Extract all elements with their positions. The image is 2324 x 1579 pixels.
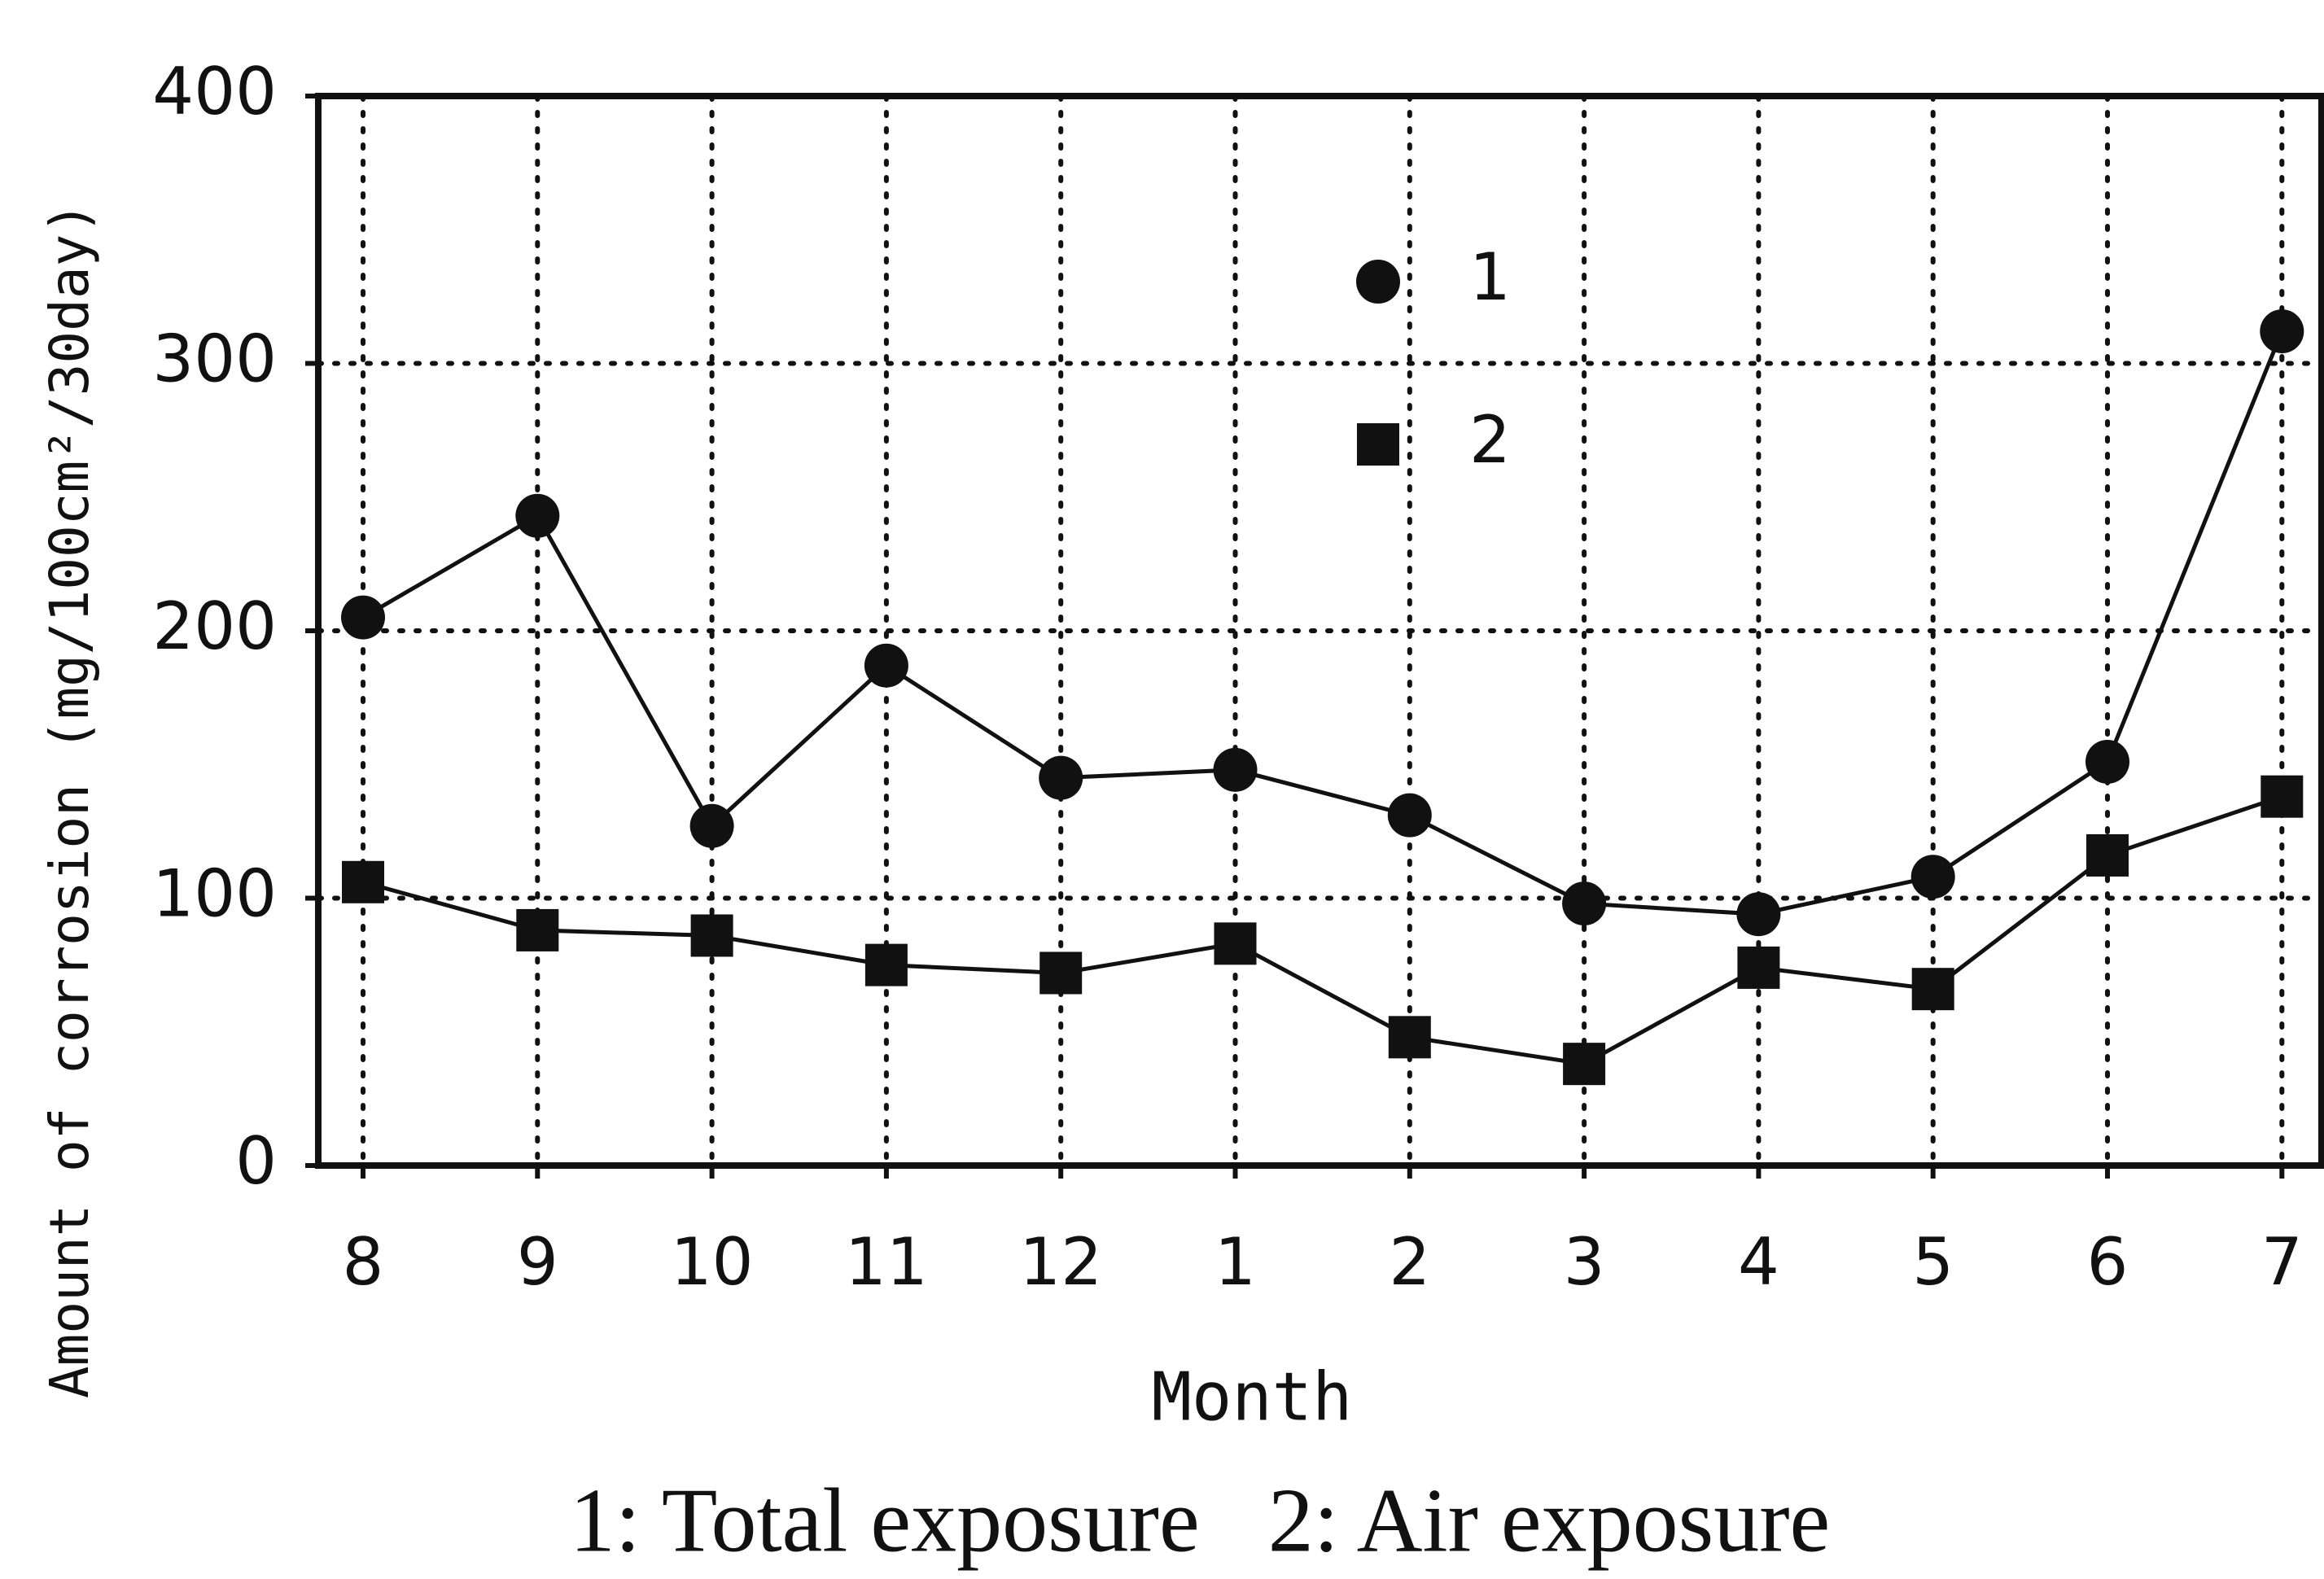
y-tick-label: 100 bbox=[152, 855, 277, 931]
series-line bbox=[361, 330, 2284, 916]
y-tick-label: 400 bbox=[152, 54, 277, 129]
data-point bbox=[864, 643, 908, 688]
data-point bbox=[1214, 922, 1257, 965]
data-point bbox=[1736, 892, 1781, 937]
plot-frame bbox=[315, 93, 2324, 1169]
data-point bbox=[1737, 946, 1780, 989]
data-point bbox=[2260, 309, 2304, 354]
legend-label: 2 bbox=[1469, 402, 1511, 478]
x-tick-label: 2 bbox=[1389, 1224, 1430, 1300]
x-tick-label: 5 bbox=[1912, 1224, 1954, 1300]
y-tick-label: 200 bbox=[152, 588, 277, 664]
data-point bbox=[1388, 1016, 1431, 1059]
data-point bbox=[2086, 833, 2129, 877]
x-tick-label: 4 bbox=[1738, 1224, 1779, 1300]
x-tick-label: 8 bbox=[343, 1224, 384, 1300]
y-tick-label: 0 bbox=[235, 1123, 277, 1199]
x-tick-label: 3 bbox=[1564, 1224, 1605, 1300]
x-tick-label: 12 bbox=[1019, 1224, 1102, 1300]
x-tick-label: 6 bbox=[2087, 1224, 2129, 1300]
data-point bbox=[1563, 1043, 1606, 1086]
y-axis-label: Amount of corrosion (mg/100cm²/30day) bbox=[38, 202, 101, 1398]
data-point bbox=[864, 943, 908, 986]
data-point bbox=[1213, 747, 1258, 792]
y-tick-label: 300 bbox=[152, 321, 277, 396]
x-axis-label: Month bbox=[1152, 1358, 1353, 1436]
legend-marker bbox=[1356, 260, 1400, 304]
x-tick-label: 7 bbox=[2261, 1224, 2303, 1300]
data-point bbox=[1039, 951, 1083, 995]
x-tick-label: 10 bbox=[671, 1224, 754, 1300]
series-line bbox=[362, 794, 2283, 1066]
legend-marker bbox=[1357, 423, 1399, 466]
data-point bbox=[342, 860, 384, 903]
legend-label: 1 bbox=[1469, 239, 1511, 315]
data-point bbox=[1910, 855, 1955, 899]
data-point bbox=[341, 595, 385, 640]
x-tick-label: 11 bbox=[845, 1224, 928, 1300]
data-point bbox=[515, 493, 560, 538]
data-point bbox=[516, 908, 559, 951]
data-point bbox=[2261, 775, 2304, 818]
data-point bbox=[1387, 793, 1432, 838]
x-tick-label: 1 bbox=[1215, 1224, 1256, 1300]
x-tick-label: 9 bbox=[517, 1224, 558, 1300]
data-point bbox=[1039, 755, 1083, 800]
data-point bbox=[689, 803, 734, 848]
data-point bbox=[1562, 881, 1607, 926]
caption: 1: Total exposure 2: Air exposure bbox=[570, 1471, 1830, 1572]
data-point bbox=[690, 914, 733, 957]
data-point bbox=[2085, 739, 2129, 784]
data-point bbox=[1911, 968, 1954, 1011]
